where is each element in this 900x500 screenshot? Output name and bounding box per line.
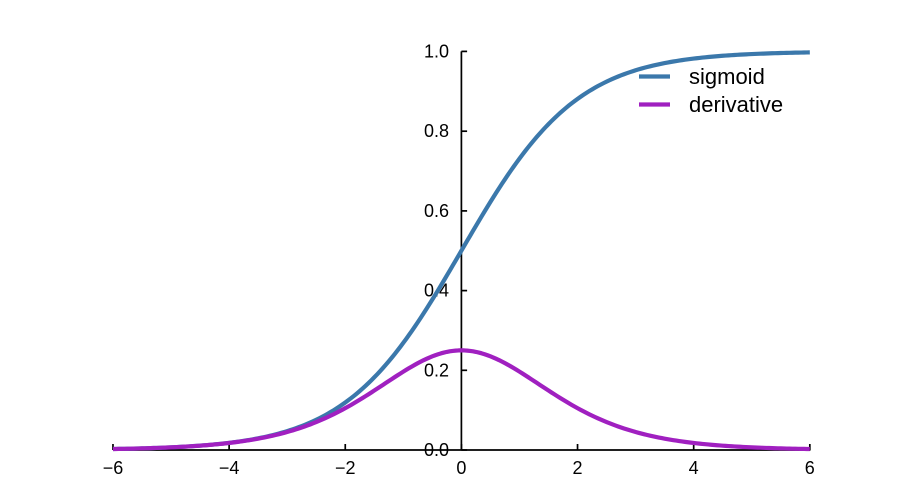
svg-text:−4: −4 <box>219 458 240 478</box>
svg-text:−6: −6 <box>103 458 124 478</box>
svg-text:−2: −2 <box>335 458 356 478</box>
svg-text:0: 0 <box>456 458 466 478</box>
svg-text:1.0: 1.0 <box>424 41 449 61</box>
svg-text:4: 4 <box>689 458 699 478</box>
svg-text:0.0: 0.0 <box>424 440 449 460</box>
svg-text:0.8: 0.8 <box>424 121 449 141</box>
svg-text:2: 2 <box>573 458 583 478</box>
svg-text:0.6: 0.6 <box>424 201 449 221</box>
svg-text:6: 6 <box>805 458 815 478</box>
svg-text:derivative: derivative <box>689 92 783 117</box>
svg-text:0.2: 0.2 <box>424 360 449 380</box>
svg-text:sigmoid: sigmoid <box>689 64 765 89</box>
